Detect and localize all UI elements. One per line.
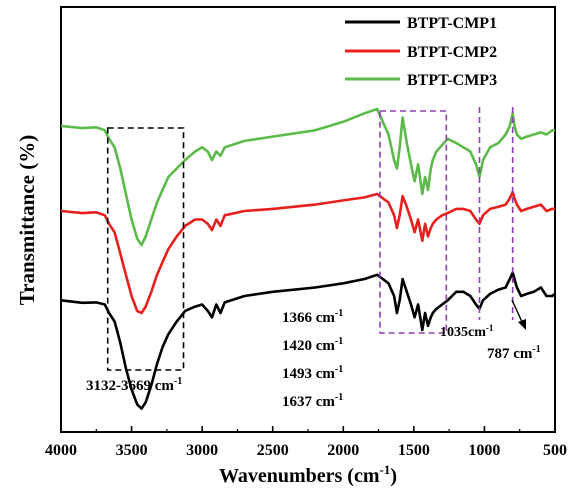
- legend-label-cmp3: BTPT-CMP3: [407, 72, 497, 89]
- x-tick-label-500: 500: [543, 442, 567, 459]
- annotation-1637-text: 1637 cm: [282, 394, 335, 410]
- annotations: 3132-3669 cm-1 1366 cm-1 1420 cm-1 1493 …: [86, 299, 541, 410]
- annotation-787-sup: -1: [532, 344, 540, 355]
- x-axis-title-main: Wavenumbers (cm: [219, 465, 380, 487]
- highlight-box-layer: [106, 107, 514, 371]
- annotation-787-arrowhead: [518, 319, 526, 330]
- legend-label-cmp2: BTPT-CMP2: [407, 44, 497, 61]
- legend-label-cmp1: BTPT-CMP1: [407, 15, 497, 32]
- annotation-1366-text: 1366 cm: [282, 310, 335, 326]
- x-tick-label-1500: 1500: [398, 442, 430, 459]
- x-axis-title: Wavenumbers (cm-1): [219, 462, 397, 487]
- annotation-range-oh-text: 3132-3669 cm: [86, 378, 174, 394]
- dashed-box-oh-range: [106, 127, 185, 371]
- x-tick-label-4000: 4000: [45, 442, 77, 459]
- x-axis: 4000 3500 3000 2500 2000 1500 1000 500: [45, 426, 567, 459]
- annotation-1493: 1493 cm-1: [282, 364, 343, 382]
- annotation-1420: 1420 cm-1: [282, 336, 343, 354]
- dashed-box-fingerprint: [379, 110, 448, 334]
- annotation-1493-sup: -1: [335, 364, 343, 375]
- y-axis-title: Transmittance (%): [15, 135, 39, 306]
- annotation-1493-text: 1493 cm: [282, 366, 335, 382]
- annotation-1366-sup: -1: [335, 308, 343, 319]
- annotation-range-oh-sup: -1: [174, 376, 182, 387]
- annotation-787-text: 787 cm: [487, 346, 533, 362]
- annotation-1420-sup: -1: [335, 336, 343, 347]
- legend: BTPT-CMP1 BTPT-CMP2 BTPT-CMP3: [345, 15, 497, 89]
- series-line-1: [60, 271, 556, 410]
- x-axis-title-close: ): [390, 465, 397, 487]
- annotation-787-arrow: [511, 299, 524, 325]
- annotation-range-oh: 3132-3669 cm-1: [86, 376, 182, 394]
- x-axis-title-sup: -1: [380, 462, 391, 477]
- x-tick-label-2500: 2500: [257, 442, 289, 459]
- annotation-1035-sup: -1: [486, 323, 494, 333]
- x-tick-label-1000: 1000: [468, 442, 500, 459]
- series-layer: [60, 107, 556, 410]
- x-tick-label-3000: 3000: [186, 442, 218, 459]
- annotation-1035-text: 1035cm: [440, 325, 486, 340]
- annotation-1366: 1366 cm-1: [282, 308, 343, 326]
- x-tick-label-2000: 2000: [327, 442, 359, 459]
- annotation-1637-sup: -1: [335, 392, 343, 403]
- x-tick-label-3500: 3500: [116, 442, 148, 459]
- annotation-1035: 1035cm-1: [440, 323, 494, 340]
- annotation-1637: 1637 cm-1: [282, 392, 343, 410]
- series-line-3: [60, 107, 555, 247]
- annotation-1420-text: 1420 cm: [282, 338, 335, 354]
- annotation-787: 787 cm-1: [487, 344, 541, 362]
- series-line-2: [60, 190, 555, 315]
